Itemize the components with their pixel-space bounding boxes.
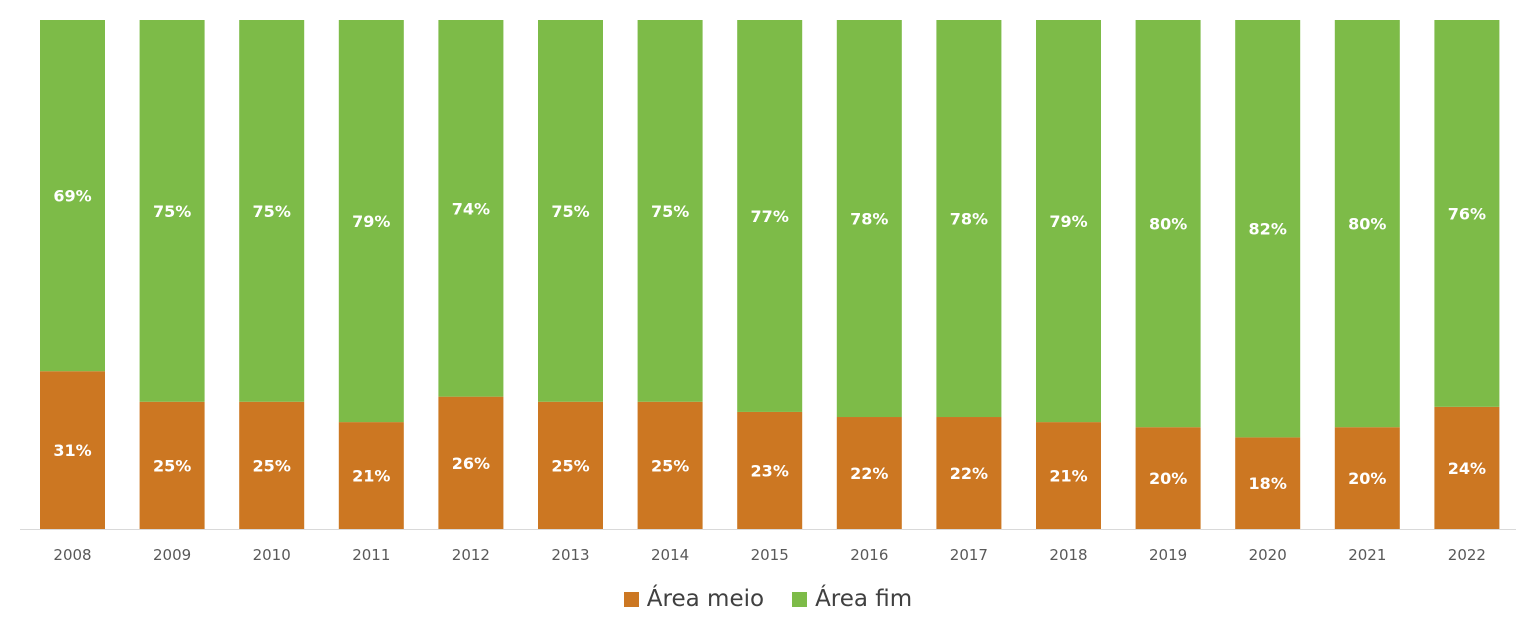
legend-swatch-area-meio bbox=[623, 591, 639, 607]
data-label-area-fim-2020: 82% bbox=[1249, 220, 1287, 239]
legend: Área meio Área fim bbox=[0, 586, 1536, 612]
bar-area-meio-2015 bbox=[737, 411, 803, 529]
data-label-area-meio-2009: 25% bbox=[153, 456, 191, 475]
x-tick-label-2013: 2013 bbox=[551, 546, 589, 564]
x-tick-label-2021: 2021 bbox=[1348, 546, 1386, 564]
data-label-area-meio-2015: 23% bbox=[751, 461, 789, 480]
bar-area-meio-2019 bbox=[1135, 427, 1201, 529]
data-label-area-meio-2022: 24% bbox=[1448, 459, 1486, 478]
data-label-area-meio-2008: 31% bbox=[53, 441, 91, 460]
bar-area-meio-2012 bbox=[438, 396, 504, 529]
data-label-area-fim-2009: 75% bbox=[153, 202, 191, 221]
x-tick-label-2010: 2010 bbox=[253, 546, 291, 564]
x-tick-label-2008: 2008 bbox=[53, 546, 91, 564]
data-label-area-fim-2019: 80% bbox=[1149, 215, 1187, 234]
bar-area-fim-2021 bbox=[1334, 20, 1400, 428]
bar-area-meio-2021 bbox=[1334, 427, 1400, 529]
bar-area-meio-2014 bbox=[637, 401, 703, 529]
bar-area-fim-2016 bbox=[836, 20, 902, 418]
x-tick-label-2009: 2009 bbox=[153, 546, 191, 564]
legend-item-area-fim: Área fim bbox=[792, 586, 912, 612]
data-label-area-meio-2013: 25% bbox=[551, 456, 589, 475]
x-tick-label-2022: 2022 bbox=[1448, 546, 1486, 564]
bar-area-fim-2017 bbox=[936, 20, 1002, 418]
x-tick-label-2020: 2020 bbox=[1249, 546, 1287, 564]
data-label-area-fim-2011: 79% bbox=[352, 212, 390, 231]
data-label-area-meio-2018: 21% bbox=[1049, 467, 1087, 486]
bar-area-fim-2012 bbox=[438, 20, 504, 397]
bar-area-fim-2019 bbox=[1135, 20, 1201, 428]
data-label-area-meio-2011: 21% bbox=[352, 467, 390, 486]
bar-area-fim-2009 bbox=[139, 20, 205, 402]
data-label-area-fim-2012: 74% bbox=[452, 199, 490, 218]
data-label-area-meio-2019: 20% bbox=[1149, 469, 1187, 488]
data-label-area-meio-2012: 26% bbox=[452, 454, 490, 473]
data-label-area-fim-2016: 78% bbox=[850, 210, 888, 229]
bar-area-meio-2008 bbox=[40, 371, 105, 529]
bar-area-fim-2011 bbox=[338, 20, 404, 423]
stacked-bar-chart: 31% 69% 2008 25% 75% 2009 25% 75% 2010 21% 79% 2011… bbox=[20, 20, 1516, 564]
bar-area-meio-2017 bbox=[936, 417, 1002, 529]
bar-area-fim-2020 bbox=[1235, 20, 1301, 438]
bar-area-meio-2018 bbox=[1036, 422, 1101, 529]
bar-area-meio-2016 bbox=[836, 417, 902, 529]
x-tick-label-2019: 2019 bbox=[1149, 546, 1187, 564]
bar-area-fim-2018 bbox=[1036, 20, 1101, 423]
x-tick-label-2012: 2012 bbox=[452, 546, 490, 564]
data-label-area-fim-2010: 75% bbox=[253, 202, 291, 221]
data-label-area-fim-2017: 78% bbox=[950, 210, 988, 229]
data-label-area-fim-2014: 75% bbox=[651, 202, 689, 221]
bar-area-meio-2009 bbox=[139, 401, 205, 529]
data-label-area-fim-2018: 79% bbox=[1049, 212, 1087, 231]
data-label-area-meio-2016: 22% bbox=[850, 464, 888, 483]
x-tick-label-2017: 2017 bbox=[950, 546, 988, 564]
x-tick-label-2015: 2015 bbox=[751, 546, 789, 564]
legend-swatch-area-fim bbox=[792, 591, 808, 607]
legend-label-area-fim: Área fim bbox=[815, 586, 913, 612]
x-tick-label-2014: 2014 bbox=[651, 546, 689, 564]
data-label-area-meio-2010: 25% bbox=[253, 456, 291, 475]
data-label-area-meio-2021: 20% bbox=[1348, 469, 1386, 488]
legend-label-area-meio: Área meio bbox=[646, 586, 765, 612]
data-label-area-fim-2022: 76% bbox=[1448, 204, 1486, 223]
data-label-area-meio-2017: 22% bbox=[950, 464, 988, 483]
bar-area-meio-2013 bbox=[538, 401, 603, 529]
x-tick-label-2016: 2016 bbox=[850, 546, 888, 564]
bar-area-fim-2013 bbox=[538, 20, 603, 402]
x-tick-label-2011: 2011 bbox=[352, 546, 390, 564]
x-tick-label-2018: 2018 bbox=[1049, 546, 1087, 564]
data-label-area-meio-2014: 25% bbox=[651, 456, 689, 475]
data-label-area-fim-2008: 69% bbox=[53, 187, 91, 206]
legend-item-area-meio: Área meio bbox=[623, 586, 765, 612]
data-label-area-fim-2013: 75% bbox=[551, 202, 589, 221]
bar-area-meio-2010 bbox=[239, 401, 305, 529]
data-label-area-fim-2021: 80% bbox=[1348, 215, 1386, 234]
bar-area-meio-2020 bbox=[1235, 437, 1301, 529]
bar-area-fim-2014 bbox=[637, 20, 703, 402]
bar-area-meio-2011 bbox=[338, 422, 404, 529]
bar-area-fim-2015 bbox=[737, 20, 803, 412]
bar-area-meio-2022 bbox=[1434, 406, 1500, 529]
data-label-area-meio-2020: 18% bbox=[1249, 474, 1287, 493]
bar-area-fim-2008 bbox=[40, 20, 105, 372]
data-label-area-fim-2015: 77% bbox=[751, 207, 789, 226]
bar-area-fim-2022 bbox=[1434, 20, 1500, 407]
bar-area-fim-2010 bbox=[239, 20, 305, 402]
